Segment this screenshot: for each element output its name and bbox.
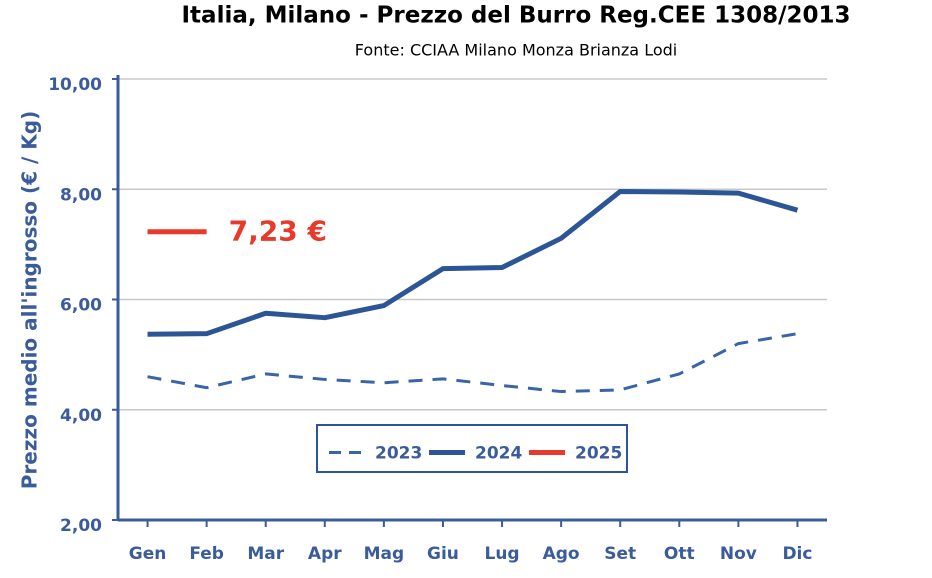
x-tick-label: Dic	[782, 544, 812, 564]
legend-box	[316, 424, 628, 473]
x-tick-label: Apr	[308, 544, 342, 564]
y-axis-label: Prezzo medio all'ingrosso (€ / Kg)	[18, 111, 42, 489]
y-tick-label: 8,00	[60, 185, 102, 205]
x-tick-label: Set	[604, 544, 636, 564]
chart-title: Italia, Milano - Prezzo del Burro Reg.CE…	[182, 3, 851, 29]
y-tick-label: 4,00	[60, 406, 102, 426]
legend-label: 2024	[475, 444, 522, 464]
x-tick-label: Nov	[720, 544, 757, 564]
legend-label: 2023	[375, 444, 422, 464]
y-tick-label: 10,00	[48, 75, 102, 95]
x-tick-label: Ott	[664, 544, 695, 564]
x-tick-label: Mar	[247, 544, 284, 564]
legend-label: 2025	[575, 444, 622, 464]
x-tick-label: Ago	[543, 544, 580, 564]
series-line	[147, 332, 798, 394]
x-tick-label: Gen	[129, 544, 167, 564]
value-label: 7,23 €	[229, 215, 327, 248]
chart-subtitle: Fonte: CCIAA Milano Monza Brianza Lodi	[355, 41, 677, 60]
x-tick-label: Feb	[189, 544, 224, 564]
x-tick-label: Lug	[484, 544, 519, 564]
series-line	[147, 188, 799, 337]
x-tick-label: Giu	[427, 544, 459, 564]
y-tick-label: 2,00	[60, 516, 102, 536]
x-tick-label: Mag	[364, 544, 405, 564]
y-tick-label: 6,00	[60, 296, 102, 316]
